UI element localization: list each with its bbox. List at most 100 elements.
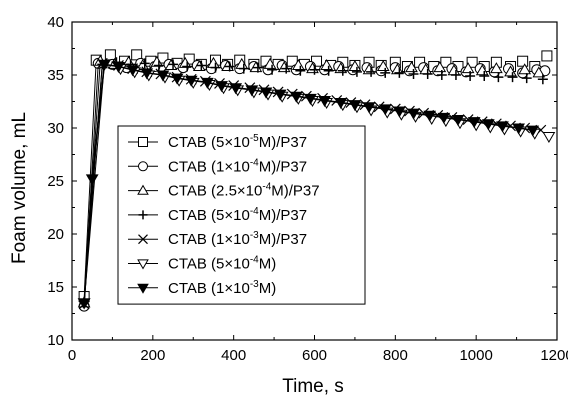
data-point [394,67,405,78]
y-tick-label: 15 [47,279,64,296]
data-point [168,59,179,70]
data-point [496,121,509,133]
legend-label: CTAB (2.5×10-4M)/P37 [168,182,320,200]
y-tick-label: 30 [47,120,64,137]
data-point [437,112,451,124]
data-point [541,50,553,62]
data-point [517,55,529,67]
data-point [451,115,465,127]
data-point [259,87,273,99]
data-point [461,62,475,74]
y-tick-label: 40 [47,14,64,31]
data-point [267,64,278,75]
legend-marker [137,184,149,195]
data-point [362,102,376,114]
data-point [537,74,548,85]
data-point [507,72,518,83]
data-point [196,60,207,71]
data-point [295,65,306,76]
legend-label: CTAB (1×10-4M)/P37 [168,157,307,175]
data-point [422,68,433,79]
legend: CTAB (5×10-5M)/P37 CTAB (1×10-4M)/P37 CTAB… [117,125,366,305]
data-point [153,60,164,71]
data-point [378,104,392,116]
data-point [112,62,125,74]
legend-marker [138,137,148,147]
data-point [450,70,461,80]
data-point [423,110,437,122]
data-point [466,56,478,68]
series-layer [77,49,556,312]
legend-item: CTAB (1×10-4M)/P37 [128,157,307,175]
data-point [518,63,532,75]
y-tick-label: 25 [47,173,64,190]
legend-marker [138,161,148,172]
legend-item: CTAB (5×10-4M) [128,255,276,273]
legend-marker [137,259,149,270]
data-point [337,65,348,76]
data-point [85,174,99,186]
data-point [479,71,490,82]
x-axis-ticks: 0 200 400 600 800 1000 1200 [68,22,568,364]
data-point [224,61,235,72]
data-point [238,63,249,74]
data-point [366,66,377,77]
data-point [97,59,111,71]
data-point [433,61,447,73]
legend-marker [137,283,149,294]
data-point [229,83,243,95]
legend-item: CTAB (1×10-3M) [128,279,276,297]
y-tick-label: 35 [47,67,64,84]
data-point [526,125,540,137]
data-point [309,64,320,75]
data-point [481,119,495,131]
data-point [184,75,198,87]
data-point [465,71,476,82]
data-point [348,100,362,112]
data-point [140,68,154,80]
legend-item: CTAB (5×10-4M)/P37 [128,206,307,224]
legend-box [117,125,366,305]
legend-item: CTAB (1×10-3M)/P37 [128,230,307,248]
data-point [281,63,292,74]
data-point [201,77,214,89]
data-point [542,131,556,143]
x-tick-label: 1000 [459,347,492,364]
data-point [440,56,452,68]
data-point [182,61,193,72]
data-point [304,93,317,105]
data-point [139,58,150,69]
y-tick-label: 10 [47,332,64,349]
y-axis-title: Foam volume, mL [9,112,30,264]
data-point [318,95,331,107]
data-point [380,67,391,78]
x-tick-label: 1200 [540,347,568,364]
data-point [532,66,546,78]
data-point [210,62,221,73]
x-tick-label: 600 [302,347,327,364]
data-point [490,62,503,74]
legend-label: CTAB (5×10-4M) [168,255,276,273]
data-point [436,70,447,80]
data-point [408,68,419,79]
data-point [493,72,504,83]
data-point [245,85,259,97]
data-point [289,91,303,103]
legend-label: CTAB (1×10-3M)/P37 [168,230,307,248]
data-point [393,106,406,118]
y-axis-ticks: 10 15 20 25 30 35 40 [47,14,557,349]
data-point [170,73,184,85]
data-point [521,73,532,84]
x-tick-label: 800 [383,347,408,364]
x-tick-label: 0 [68,347,76,364]
data-point [334,98,348,110]
data-point [156,70,170,82]
data-point [126,65,139,77]
data-point [407,108,420,120]
legend-item: CTAB (5×10-5M)/P37 [128,133,307,151]
legend-label: CTAB (1×10-3M) [168,279,276,297]
x-tick-label: 400 [221,347,246,364]
series-7 [77,59,540,310]
data-point [512,123,525,135]
data-point [323,65,334,76]
